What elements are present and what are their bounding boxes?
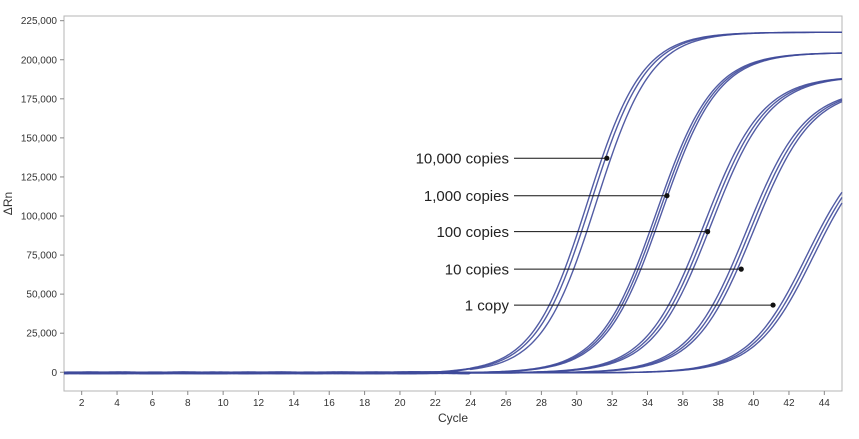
y-tick-label: 0	[51, 368, 57, 379]
x-axis-title: Cycle	[438, 411, 468, 425]
annotation-label: 1,000 copies	[424, 188, 509, 205]
annotation-label: 100 copies	[436, 224, 509, 241]
y-tick-label: 200,000	[21, 55, 58, 66]
amplification-curve	[63, 202, 843, 375]
x-tick-label: 30	[571, 398, 583, 409]
x-tick-label: 26	[500, 398, 512, 409]
annotation-label: 1 copy	[465, 298, 510, 315]
x-tick-label: 10	[218, 398, 230, 409]
y-tick-label: 25,000	[26, 329, 57, 340]
x-tick-label: 18	[359, 398, 371, 409]
x-tick-label: 42	[783, 398, 795, 409]
x-tick-label: 28	[536, 398, 548, 409]
y-tick-label: 100,000	[21, 212, 58, 223]
x-tick-label: 40	[748, 398, 760, 409]
y-tick-label: 150,000	[21, 133, 58, 144]
x-tick-label: 20	[394, 398, 406, 409]
x-tick-label: 36	[677, 398, 689, 409]
x-tick-label: 34	[642, 398, 654, 409]
annotation-point	[664, 193, 670, 199]
annotation-point	[604, 155, 610, 161]
annotation-point	[705, 229, 711, 235]
x-tick-label: 16	[324, 398, 336, 409]
x-tick-label: 2	[79, 398, 85, 409]
y-tick-label: 125,000	[21, 172, 58, 183]
x-tick-label: 14	[288, 398, 300, 409]
y-tick-label: 175,000	[21, 94, 58, 105]
x-tick-label: 38	[713, 398, 725, 409]
annotation-point	[738, 266, 744, 272]
y-axis-title: ΔRn	[1, 192, 15, 215]
x-tick-label: 24	[465, 398, 477, 409]
annotation-label: 10,000 copies	[416, 151, 509, 168]
x-tick-label: 4	[114, 398, 120, 409]
y-tick-label: 75,000	[26, 251, 57, 262]
x-tick-label: 32	[607, 398, 619, 409]
y-tick-label: 50,000	[26, 290, 57, 301]
amplification-curve	[63, 100, 843, 375]
annotation-label: 10 copies	[445, 262, 509, 279]
y-tick-label: 225,000	[21, 16, 58, 27]
x-tick-label: 12	[253, 398, 265, 409]
annotation-point	[770, 302, 776, 308]
x-tick-label: 8	[185, 398, 191, 409]
x-tick-label: 44	[819, 398, 831, 409]
x-tick-label: 22	[430, 398, 442, 409]
x-tick-label: 6	[150, 398, 156, 409]
